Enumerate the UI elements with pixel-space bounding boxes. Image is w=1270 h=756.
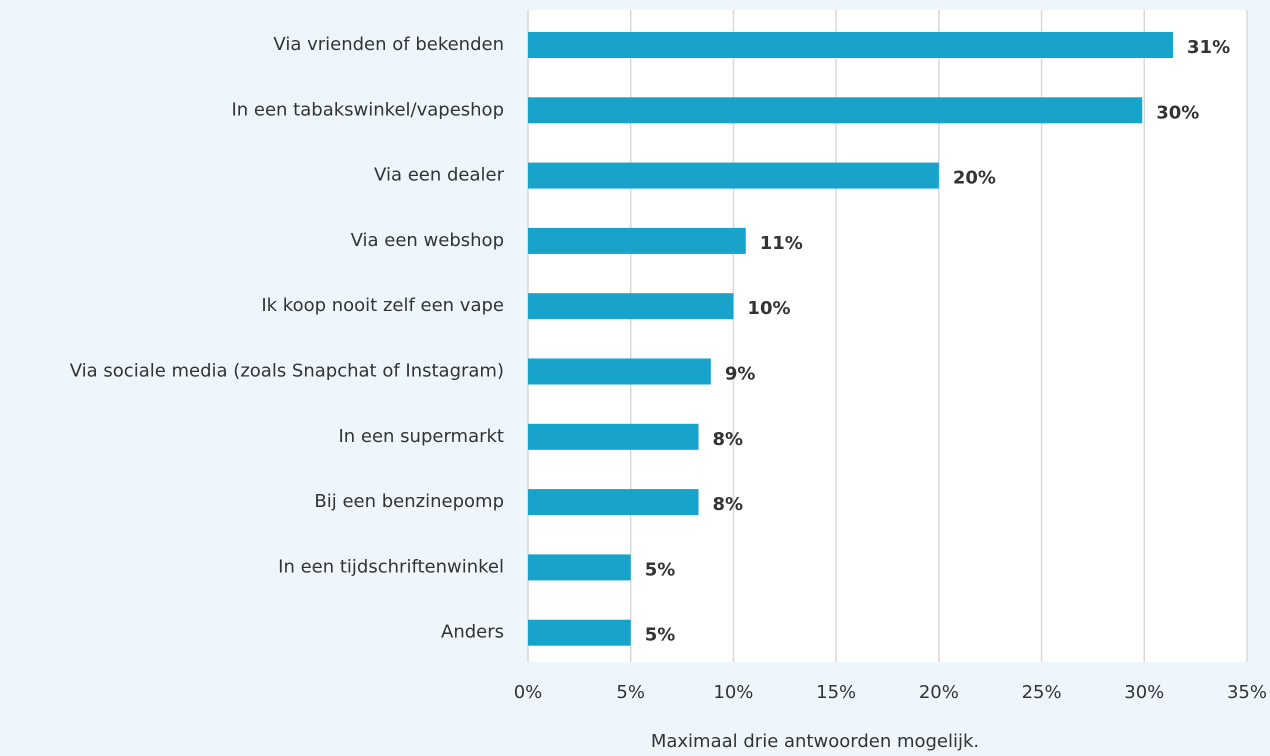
y-tick-label: In een tabakswinkel/vapeshop	[231, 99, 504, 120]
y-tick-label: Bij een benzinepomp	[314, 491, 504, 512]
bar	[528, 489, 699, 516]
x-axis-title: Maximaal drie antwoorden mogelijk.	[651, 731, 979, 752]
x-tick-label: 20%	[919, 682, 959, 703]
y-tick-label: Via een dealer	[374, 165, 505, 186]
y-tick-label: In een tijdschriftenwinkel	[278, 556, 504, 577]
value-label: 5%	[645, 625, 676, 646]
bar	[528, 227, 746, 254]
value-label: 31%	[1187, 37, 1230, 58]
bar	[528, 423, 699, 450]
x-tick-label: 30%	[1124, 682, 1164, 703]
value-label: 8%	[713, 429, 744, 450]
x-tick-label: 0%	[514, 682, 543, 703]
bar	[528, 358, 711, 385]
x-tick-label: 5%	[616, 682, 645, 703]
bar	[528, 97, 1143, 124]
y-tick-label: Via sociale media (zoals Snapchat of Ins…	[70, 361, 504, 382]
x-tick-label: 25%	[1022, 682, 1062, 703]
value-label: 9%	[725, 364, 756, 385]
y-tick-label: Anders	[441, 622, 504, 643]
bar	[528, 162, 939, 189]
bar	[528, 293, 734, 320]
y-tick-label: In een supermarkt	[338, 426, 504, 447]
value-label: 10%	[747, 298, 790, 319]
value-label: 20%	[953, 168, 996, 189]
x-tick-label: 10%	[713, 682, 753, 703]
value-label: 8%	[713, 494, 744, 515]
bar	[528, 32, 1174, 58]
value-label: 11%	[760, 233, 803, 254]
y-tick-label: Via vrienden of bekenden	[273, 34, 504, 55]
y-tick-label: Ik koop nooit zelf een vape	[261, 295, 504, 316]
bar	[528, 619, 631, 646]
bar	[528, 554, 631, 581]
value-label: 5%	[645, 559, 676, 580]
value-label: 30%	[1156, 102, 1199, 123]
y-tick-label: Via een webshop	[351, 230, 504, 251]
x-tick-label: 35%	[1227, 682, 1267, 703]
x-tick-label: 15%	[816, 682, 856, 703]
